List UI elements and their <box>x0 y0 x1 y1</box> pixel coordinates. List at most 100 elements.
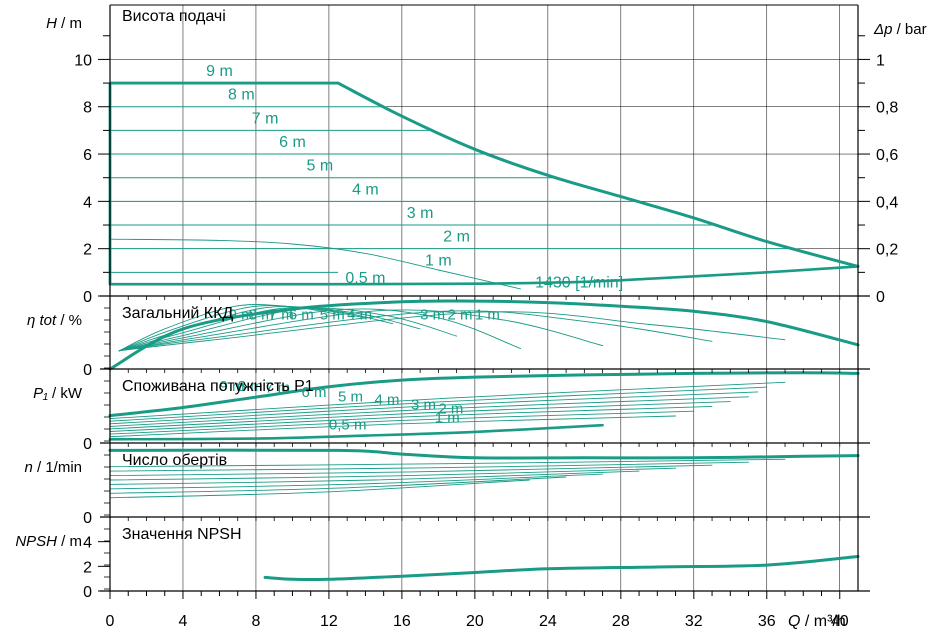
setpoint-label: 1 m <box>425 252 452 269</box>
power-curve <box>109 410 695 435</box>
power-curve <box>109 391 759 425</box>
efficiency-curve-label: 7 m <box>269 306 294 323</box>
y-tick-label: 0 <box>83 289 92 306</box>
grid-layer <box>109 5 858 591</box>
speed-curve <box>109 479 531 499</box>
setpoint-label: 6 m <box>279 134 306 151</box>
y-axis-label-npsh: NPSH / m <box>15 533 82 550</box>
power-curve-label: 9 m <box>219 378 244 395</box>
x-axis-label: Q / m³/h <box>788 613 846 630</box>
panel-title-speed: Число обертів <box>122 452 227 469</box>
efficiency-curve <box>118 308 521 352</box>
efficiency-max-curve <box>108 299 860 371</box>
panel-title-npsh: Значення NPSH <box>122 526 242 543</box>
power-curve-label: 8 m <box>238 378 263 395</box>
speed-curve <box>109 470 640 485</box>
setpoint-label: 2 m <box>443 229 470 246</box>
efficiency-curve-label: 6 m <box>289 306 314 323</box>
efficiency-curve <box>118 307 458 352</box>
power-curve-label: 3 m <box>411 397 436 414</box>
y-tick-label: 0 <box>83 510 92 527</box>
y2-tick-label: 0 <box>876 289 885 306</box>
efficiency-curve-label: 4 m <box>347 306 372 323</box>
x-tick-label: 36 <box>758 613 776 630</box>
x-tick-label: 4 <box>179 613 188 630</box>
y-axis-label-power: P₁ / kW <box>33 385 83 402</box>
y2-tick-label: 1 <box>876 52 885 69</box>
y2-tick-label: 0,4 <box>876 194 898 211</box>
efficiency-curve-label: 2 m <box>448 306 473 323</box>
power-curve <box>109 415 677 438</box>
power-curve-label: 5 m <box>338 389 363 406</box>
setpoint-label: 0,5 m <box>345 270 385 287</box>
x-tick-label: 8 <box>251 613 260 630</box>
power-curve <box>109 381 786 420</box>
setpoint-label: 5 m <box>306 158 333 175</box>
setpoint-label: 9 m <box>206 63 233 80</box>
power-curve-label: 4 m <box>375 392 400 409</box>
panel-title-efficiency: Загальний ККД <box>122 305 233 322</box>
speed-curve-label: 1430 [1/min] <box>535 275 623 292</box>
y-tick-label: 2 <box>83 559 92 576</box>
efficiency-curve <box>118 310 713 352</box>
power-curve-label: 6 m <box>302 384 327 401</box>
power-curve-label: 0,5 m <box>329 417 367 434</box>
power-curve <box>109 396 749 427</box>
y-axis-label-head: H / m <box>46 15 82 32</box>
panel-title-head: Висота подачі <box>122 8 226 25</box>
x-tick-label: 24 <box>539 613 557 630</box>
power-curve <box>109 401 731 430</box>
efficiency-curve-label: 1 m <box>475 306 500 323</box>
speed-curve <box>109 467 677 481</box>
panel-title-power: Споживана потужність P1 <box>122 378 314 395</box>
x-tick-label: 28 <box>612 613 630 630</box>
y-tick-label: 0 <box>83 584 92 601</box>
speed-curve <box>109 473 604 490</box>
speed-curve <box>109 476 567 494</box>
y2-tick-label: 0,8 <box>876 100 898 117</box>
efficiency-curve-label: 9 m <box>229 306 254 323</box>
setpoint-label: 8 m <box>228 87 255 104</box>
x-tick-label: 12 <box>320 613 338 630</box>
y-axis-label-speed: n / 1/min <box>24 459 82 476</box>
y-tick-label: 0 <box>83 436 92 453</box>
speed-curve <box>109 464 713 477</box>
setpoint-label: 4 m <box>352 181 379 198</box>
efficiency-curve-label: 3 m <box>420 306 445 323</box>
efficiency-curve <box>118 311 786 352</box>
y2-axis-label: Δp / bar <box>873 21 927 38</box>
efficiency-curve-label: 8 m <box>249 306 274 323</box>
power-curve-label: 2 m <box>438 400 463 417</box>
power-curve <box>109 405 713 432</box>
power-max-curve <box>108 371 860 418</box>
y2-tick-label: 0,2 <box>876 242 898 259</box>
speed-curve <box>109 458 786 468</box>
y-tick-label: 2 <box>83 242 92 259</box>
y-axis-label-efficiency: η tot / % <box>27 312 82 329</box>
y-tick-label: 4 <box>83 194 92 211</box>
power-curve <box>109 386 768 422</box>
power-curve-label: 7 m <box>265 380 290 397</box>
setpoint-label: 3 m <box>407 205 434 222</box>
x-tick-label: 16 <box>393 613 411 630</box>
curve-layer <box>108 81 860 582</box>
power-min-curve <box>108 423 604 441</box>
head-speed-curve <box>109 238 521 290</box>
power-curve-label: 1 m <box>435 409 460 426</box>
y-tick-label: 10 <box>74 52 92 69</box>
y-tick-label: 8 <box>83 100 92 117</box>
x-tick-label: 32 <box>685 613 703 630</box>
x-tick-label: 0 <box>106 613 115 630</box>
y-tick-label: 6 <box>83 147 92 164</box>
x-tick-label: 40 <box>831 613 849 630</box>
npsh-curve <box>263 555 860 582</box>
y-tick-label: 4 <box>83 535 92 552</box>
speed-curve <box>109 461 749 472</box>
head-min-curve <box>108 265 860 286</box>
head-max-curve <box>336 81 860 268</box>
setpoint-label: 7 m <box>252 110 279 127</box>
x-tick-label: 20 <box>466 613 484 630</box>
text-layer: 0 4 8 12 16 20 24 28 32 36 40024681000,20,40,60,81… <box>15 8 926 630</box>
y-tick-label: 0 <box>83 362 92 379</box>
